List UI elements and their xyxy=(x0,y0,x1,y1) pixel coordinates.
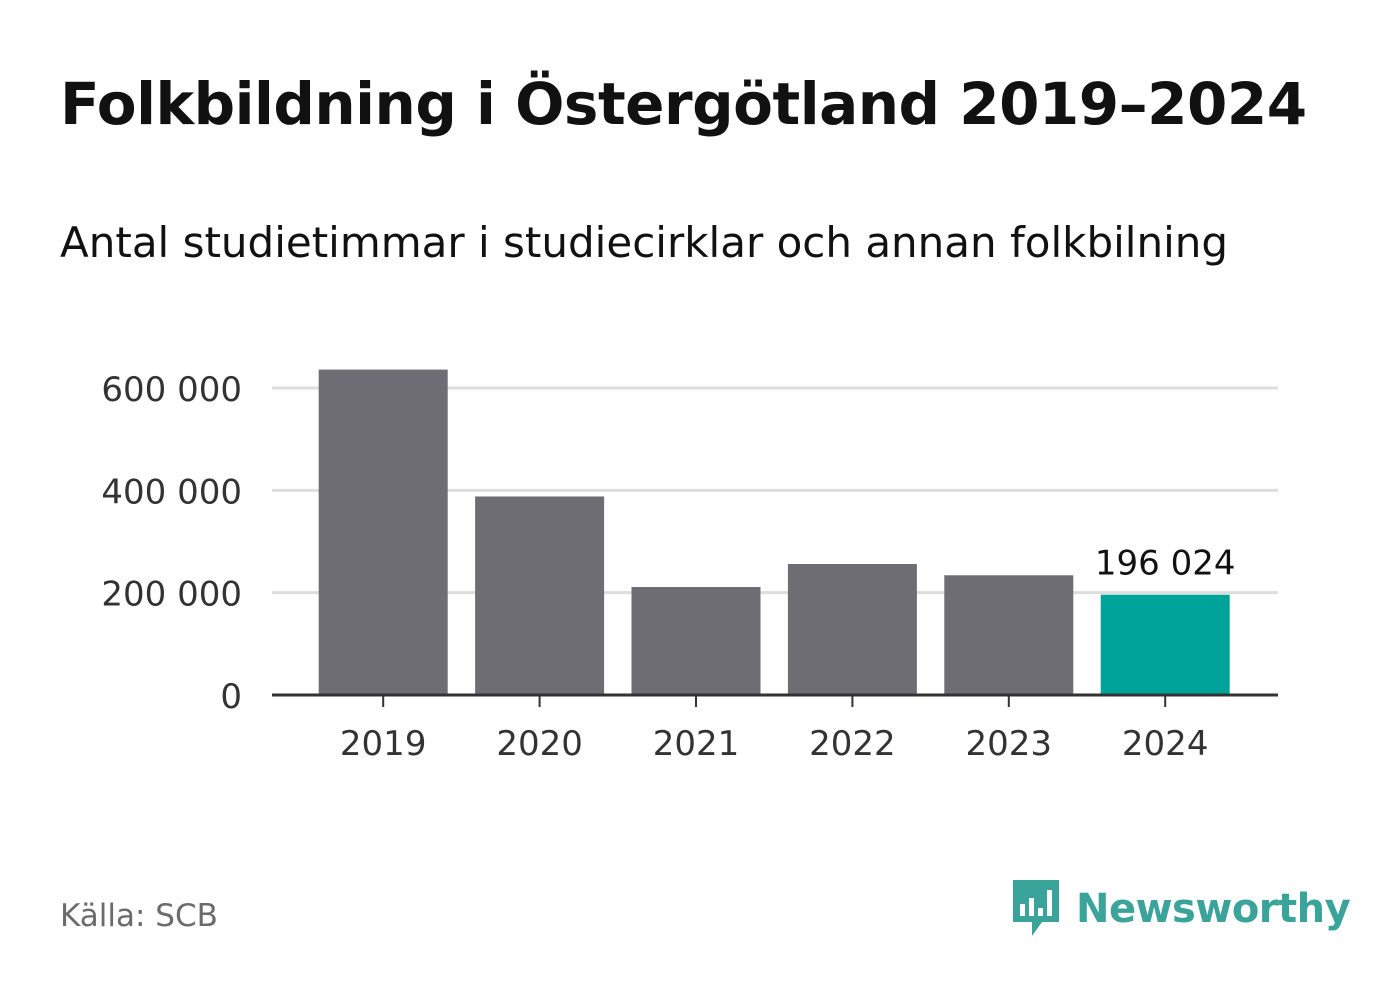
x-tick-label: 2020 xyxy=(496,724,583,764)
y-tick-label: 600 000 xyxy=(101,370,242,410)
source-note: Källa: SCB xyxy=(60,898,218,934)
bar xyxy=(475,496,605,695)
x-tick-label: 2021 xyxy=(653,724,740,764)
y-tick-label: 200 000 xyxy=(101,575,242,615)
bar xyxy=(787,564,917,695)
bar xyxy=(318,369,448,695)
chart-subtitle: Antal studietimmar i studiecirklar och a… xyxy=(60,218,1229,267)
x-tick-label: 2023 xyxy=(966,724,1053,764)
bar xyxy=(944,575,1074,695)
x-tick-label: 2022 xyxy=(809,724,896,764)
brand-name: Newsworthy xyxy=(1076,886,1351,932)
data-label: 196 024 xyxy=(1095,544,1236,584)
bar xyxy=(1100,594,1230,695)
chart-title: Folkbildning i Östergötland 2019–2024 xyxy=(60,70,1307,138)
y-tick-label: 0 xyxy=(220,677,242,717)
x-tick-label: 2019 xyxy=(340,724,427,764)
bar-chart-speech-bubble-icon xyxy=(1013,880,1059,936)
x-tick-label: 2024 xyxy=(1122,724,1209,764)
y-tick-label: 400 000 xyxy=(101,472,242,512)
brand-logo: Newsworthy xyxy=(1010,878,1351,940)
bar xyxy=(631,587,761,695)
